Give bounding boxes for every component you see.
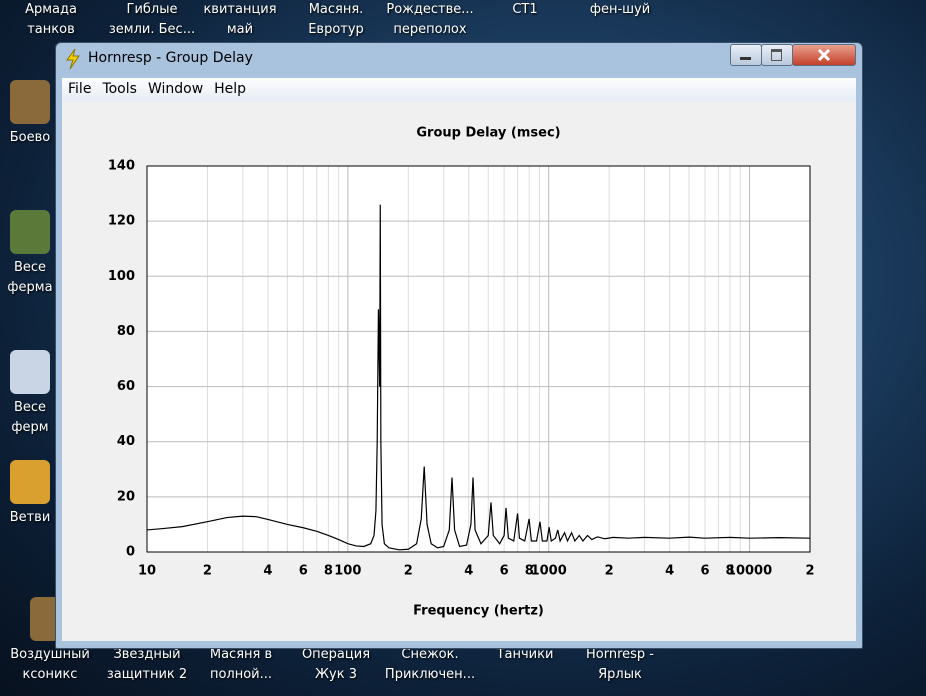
icon-label: земли. Бес... <box>108 22 196 37</box>
icon-label: Ярлык <box>598 667 642 682</box>
icon-label: Весе <box>13 400 47 415</box>
y-tick-label: 40 <box>117 434 135 449</box>
icon-label: Звездный <box>113 647 181 662</box>
menu-item[interactable]: Help <box>214 81 247 97</box>
icon-label: фен-шуй <box>589 2 651 17</box>
desktop-icon: Гиблые земли. Бес... <box>104 0 200 40</box>
icon-label: полной... <box>209 667 273 682</box>
x-tick-label: 6 <box>299 564 308 579</box>
x-tick-label: 8 <box>525 564 534 579</box>
x-tick-label: 2 <box>203 564 212 579</box>
icon-label: Рождестве... <box>386 2 474 17</box>
desktop-icon-image <box>10 210 50 254</box>
icon-label: Воздушный <box>10 647 90 662</box>
icon-label: Боево <box>9 130 51 145</box>
icon-label: Снежок. <box>401 647 459 662</box>
desktop-icon: Весе ферм <box>0 398 78 438</box>
close-icon <box>817 48 831 62</box>
x-tick-label: 6 <box>700 564 709 579</box>
desktop-icon: Масяня в полной... <box>193 645 289 685</box>
desktop-icon-image <box>10 350 50 394</box>
icon-label: Приключен... <box>384 667 476 682</box>
icon-label: Операция <box>301 647 371 662</box>
icon-label: ксоникс <box>22 667 78 682</box>
icon-label: СТ1 <box>512 2 538 17</box>
y-tick-label: 100 <box>108 269 135 284</box>
x-tick-label: 10 <box>138 564 156 579</box>
desktop-icon-image <box>10 80 50 124</box>
y-tick-label: 120 <box>108 214 135 229</box>
x-tick-label: 6 <box>500 564 509 579</box>
minimize-button[interactable] <box>730 44 762 66</box>
y-tick-label: 80 <box>117 324 135 339</box>
icon-label: Hornresp - <box>586 647 654 662</box>
desktop-icon-image <box>10 460 50 504</box>
chart: Group Delay (msec) Frequency (hertz) 10 2 4 6… <box>108 126 815 619</box>
desktop-icon: Масяня. Евротур <box>288 0 384 40</box>
x-tick-label: 2 <box>805 564 814 579</box>
window-title: Hornresp - Group Delay <box>88 50 253 66</box>
y-tick-label: 0 <box>126 545 135 560</box>
desktop-icon: Hornresp - Ярлык <box>572 645 668 685</box>
x-tick-label: 4 <box>665 564 674 579</box>
plot-border <box>146 165 811 553</box>
menu-item[interactable]: File <box>68 81 92 97</box>
icon-label: Гиблые <box>126 2 178 17</box>
desktop-icon: Ветви <box>0 508 78 528</box>
icon-label: защитник 2 <box>106 667 188 682</box>
window: Hornresp - Group Delay File Tools Window He… <box>55 42 863 649</box>
desktop-icon: Звездный защитник 2 <box>99 645 195 685</box>
chart-title: Group Delay (msec) <box>416 126 560 141</box>
y-tick-label: 60 <box>117 379 135 394</box>
x-tick-label: 100 <box>334 564 361 579</box>
app-icon <box>66 48 80 70</box>
x-tick-label: 2 <box>404 564 413 579</box>
icon-label: Евротур <box>308 22 364 37</box>
icon-label: квитанция <box>203 2 277 17</box>
icon-label: переполох <box>393 22 467 37</box>
desktop-icon: Воздушный ксоникс <box>2 645 98 685</box>
desktop-icon: Танчики <box>477 645 573 665</box>
icon-label: ферм <box>11 420 49 435</box>
x-tick-label: 8 <box>324 564 333 579</box>
y-tick-label: 20 <box>117 489 135 504</box>
plot-area <box>147 166 810 552</box>
maximize-button[interactable] <box>761 44 793 66</box>
x-tick-label: 8 <box>726 564 735 579</box>
desktop-icon: СТ1 <box>477 0 573 20</box>
icon-label: Ветви <box>9 510 51 525</box>
x-axis-label: Frequency (hertz) <box>413 604 544 619</box>
icon-label: ферма <box>7 280 53 295</box>
x-tick-label: 4 <box>263 564 272 579</box>
desktop-icon: фен-шуй <box>572 0 668 20</box>
desktop-icon: Снежок. Приключен... <box>382 645 478 685</box>
x-tick-label: 4 <box>464 564 473 579</box>
icon-label: Масяня. <box>308 2 364 17</box>
x-tick-label: 10000 <box>727 564 772 579</box>
icon-label: танков <box>27 22 75 37</box>
desktop-icon: Весе ферма <box>0 258 78 298</box>
data-line <box>146 204 811 551</box>
desktop-icon: Операция Жук 3 <box>288 645 384 685</box>
desktop-icon: квитанция май <box>192 0 288 40</box>
desktop-icon: Рождестве... переполох <box>382 0 478 40</box>
desktop-icon: Армада танков <box>3 0 99 40</box>
icon-label: Танчики <box>496 647 554 662</box>
icon-label: Жук 3 <box>315 667 357 682</box>
icon-label: май <box>226 22 254 37</box>
x-tick-label: 2 <box>605 564 614 579</box>
menu-item[interactable]: Tools <box>102 81 137 97</box>
icon-label: Масяня в <box>209 647 273 662</box>
menu-bar: File Tools Window Help <box>62 78 856 101</box>
client-area: Group Delay (msec) Frequency (hertz) 10 2 4 6… <box>62 101 856 641</box>
icon-label: Армада <box>25 2 77 17</box>
icon-label: Весе <box>13 260 47 275</box>
desktop-icon: Боево <box>0 128 78 148</box>
x-tick-label: 1000 <box>531 564 567 579</box>
close-button[interactable] <box>792 44 856 66</box>
menu-item[interactable]: Window <box>147 81 204 97</box>
y-tick-label: 140 <box>108 159 135 174</box>
